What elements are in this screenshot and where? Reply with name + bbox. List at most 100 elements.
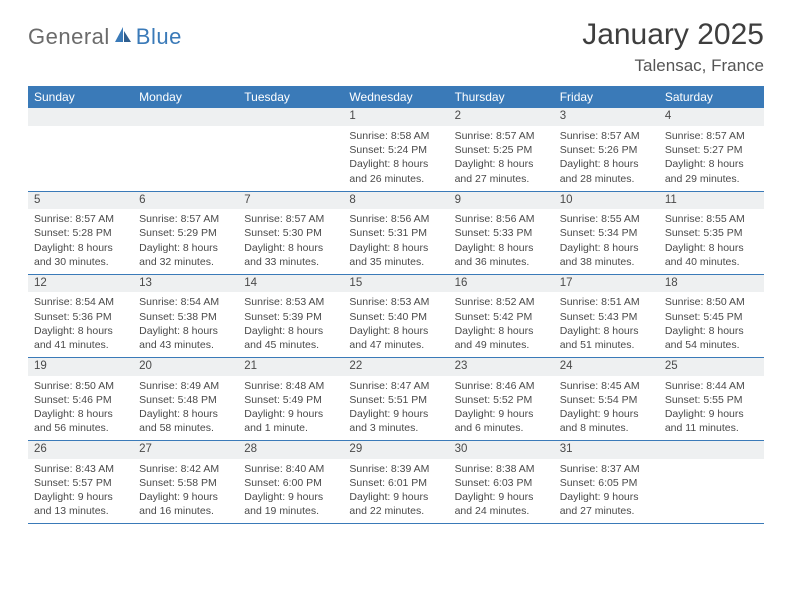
sunrise-line: Sunrise: 8:37 AM [560, 462, 653, 476]
sunset-line: Sunset: 6:05 PM [560, 476, 653, 490]
sunrise-line: Sunrise: 8:52 AM [455, 295, 548, 309]
sunset-line: Sunset: 5:34 PM [560, 226, 653, 240]
day-detail-cell: Sunrise: 8:37 AMSunset: 6:05 PMDaylight:… [554, 459, 659, 524]
sunrise-line: Sunrise: 8:50 AM [665, 295, 758, 309]
sunrise-line: Sunrise: 8:57 AM [665, 129, 758, 143]
day-detail-cell: Sunrise: 8:45 AMSunset: 5:54 PMDaylight:… [554, 376, 659, 441]
day-number-cell: 23 [449, 358, 554, 376]
daylight-line: Daylight: 8 hours and 38 minutes. [560, 241, 653, 269]
sunrise-line: Sunrise: 8:44 AM [665, 379, 758, 393]
day-detail-cell: Sunrise: 8:57 AMSunset: 5:27 PMDaylight:… [659, 126, 764, 191]
sunrise-line: Sunrise: 8:58 AM [349, 129, 442, 143]
day-header: Monday [133, 86, 238, 108]
sunset-line: Sunset: 5:33 PM [455, 226, 548, 240]
day-detail-cell [238, 126, 343, 191]
day-detail-cell: Sunrise: 8:53 AMSunset: 5:40 PMDaylight:… [343, 292, 448, 357]
daylight-line: Daylight: 9 hours and 22 minutes. [349, 490, 442, 518]
sunset-line: Sunset: 6:03 PM [455, 476, 548, 490]
page-header: General Blue January 2025 Talensac, Fran… [28, 18, 764, 76]
day-detail-cell: Sunrise: 8:55 AMSunset: 5:34 PMDaylight:… [554, 209, 659, 274]
day-number-cell: 25 [659, 358, 764, 376]
month-title: January 2025 [582, 18, 764, 52]
day-number-cell: 5 [28, 191, 133, 209]
day-detail-cell: Sunrise: 8:38 AMSunset: 6:03 PMDaylight:… [449, 459, 554, 524]
day-header: Saturday [659, 86, 764, 108]
day-detail-cell: Sunrise: 8:56 AMSunset: 5:33 PMDaylight:… [449, 209, 554, 274]
day-detail-row: Sunrise: 8:43 AMSunset: 5:57 PMDaylight:… [28, 459, 764, 524]
sail-icon [113, 25, 133, 50]
sunrise-line: Sunrise: 8:54 AM [34, 295, 127, 309]
day-header-row: Sunday Monday Tuesday Wednesday Thursday… [28, 86, 764, 108]
day-detail-cell: Sunrise: 8:46 AMSunset: 5:52 PMDaylight:… [449, 376, 554, 441]
sunrise-line: Sunrise: 8:57 AM [34, 212, 127, 226]
sunset-line: Sunset: 5:57 PM [34, 476, 127, 490]
sunset-line: Sunset: 5:49 PM [244, 393, 337, 407]
sunrise-line: Sunrise: 8:56 AM [455, 212, 548, 226]
sunset-line: Sunset: 5:55 PM [665, 393, 758, 407]
day-number-cell: 24 [554, 358, 659, 376]
daylight-line: Daylight: 8 hours and 47 minutes. [349, 324, 442, 352]
day-detail-cell: Sunrise: 8:57 AMSunset: 5:29 PMDaylight:… [133, 209, 238, 274]
day-detail-row: Sunrise: 8:57 AMSunset: 5:28 PMDaylight:… [28, 209, 764, 274]
day-detail-cell: Sunrise: 8:57 AMSunset: 5:26 PMDaylight:… [554, 126, 659, 191]
day-detail-cell: Sunrise: 8:50 AMSunset: 5:45 PMDaylight:… [659, 292, 764, 357]
sunset-line: Sunset: 5:38 PM [139, 310, 232, 324]
day-detail-row: Sunrise: 8:54 AMSunset: 5:36 PMDaylight:… [28, 292, 764, 357]
daylight-line: Daylight: 8 hours and 40 minutes. [665, 241, 758, 269]
day-number-cell: 2 [449, 108, 554, 126]
day-detail-cell: Sunrise: 8:48 AMSunset: 5:49 PMDaylight:… [238, 376, 343, 441]
brand-logo: General Blue [28, 18, 182, 50]
day-number-row: 567891011 [28, 191, 764, 209]
sunset-line: Sunset: 5:54 PM [560, 393, 653, 407]
sunrise-line: Sunrise: 8:49 AM [139, 379, 232, 393]
day-number-cell: 31 [554, 441, 659, 459]
day-detail-cell: Sunrise: 8:44 AMSunset: 5:55 PMDaylight:… [659, 376, 764, 441]
sunrise-line: Sunrise: 8:55 AM [665, 212, 758, 226]
sunset-line: Sunset: 5:45 PM [665, 310, 758, 324]
day-number-cell: 28 [238, 441, 343, 459]
day-detail-cell: Sunrise: 8:54 AMSunset: 5:36 PMDaylight:… [28, 292, 133, 357]
day-number-cell: 19 [28, 358, 133, 376]
daylight-line: Daylight: 9 hours and 27 minutes. [560, 490, 653, 518]
day-number-cell: 12 [28, 274, 133, 292]
sunset-line: Sunset: 5:26 PM [560, 143, 653, 157]
sunset-line: Sunset: 5:24 PM [349, 143, 442, 157]
day-number-cell: 17 [554, 274, 659, 292]
day-number-cell: 21 [238, 358, 343, 376]
day-detail-cell: Sunrise: 8:58 AMSunset: 5:24 PMDaylight:… [343, 126, 448, 191]
daylight-line: Daylight: 9 hours and 3 minutes. [349, 407, 442, 435]
calendar-body: 1234 Sunrise: 8:58 AMSunset: 5:24 PMDayl… [28, 108, 764, 524]
day-number-cell: 4 [659, 108, 764, 126]
sunrise-line: Sunrise: 8:57 AM [455, 129, 548, 143]
day-number-cell: 9 [449, 191, 554, 209]
day-number-cell: 26 [28, 441, 133, 459]
day-number-cell: 30 [449, 441, 554, 459]
day-number-cell: 8 [343, 191, 448, 209]
sunset-line: Sunset: 5:51 PM [349, 393, 442, 407]
sunrise-line: Sunrise: 8:54 AM [139, 295, 232, 309]
day-detail-cell [659, 459, 764, 524]
sunrise-line: Sunrise: 8:57 AM [139, 212, 232, 226]
day-header: Thursday [449, 86, 554, 108]
day-number-cell: 16 [449, 274, 554, 292]
day-detail-row: Sunrise: 8:58 AMSunset: 5:24 PMDaylight:… [28, 126, 764, 191]
sunset-line: Sunset: 5:25 PM [455, 143, 548, 157]
day-header: Wednesday [343, 86, 448, 108]
day-number-cell [133, 108, 238, 126]
sunrise-line: Sunrise: 8:57 AM [244, 212, 337, 226]
day-detail-cell: Sunrise: 8:43 AMSunset: 5:57 PMDaylight:… [28, 459, 133, 524]
brand-text-1: General [28, 24, 110, 50]
day-detail-cell [133, 126, 238, 191]
day-number-cell: 1 [343, 108, 448, 126]
day-detail-cell: Sunrise: 8:55 AMSunset: 5:35 PMDaylight:… [659, 209, 764, 274]
sunrise-line: Sunrise: 8:47 AM [349, 379, 442, 393]
day-number-cell: 7 [238, 191, 343, 209]
sunrise-line: Sunrise: 8:56 AM [349, 212, 442, 226]
daylight-line: Daylight: 9 hours and 16 minutes. [139, 490, 232, 518]
day-number-cell: 22 [343, 358, 448, 376]
day-detail-cell: Sunrise: 8:57 AMSunset: 5:28 PMDaylight:… [28, 209, 133, 274]
brand-text-2: Blue [136, 24, 182, 50]
day-number-cell [28, 108, 133, 126]
daylight-line: Daylight: 8 hours and 36 minutes. [455, 241, 548, 269]
sunset-line: Sunset: 5:46 PM [34, 393, 127, 407]
